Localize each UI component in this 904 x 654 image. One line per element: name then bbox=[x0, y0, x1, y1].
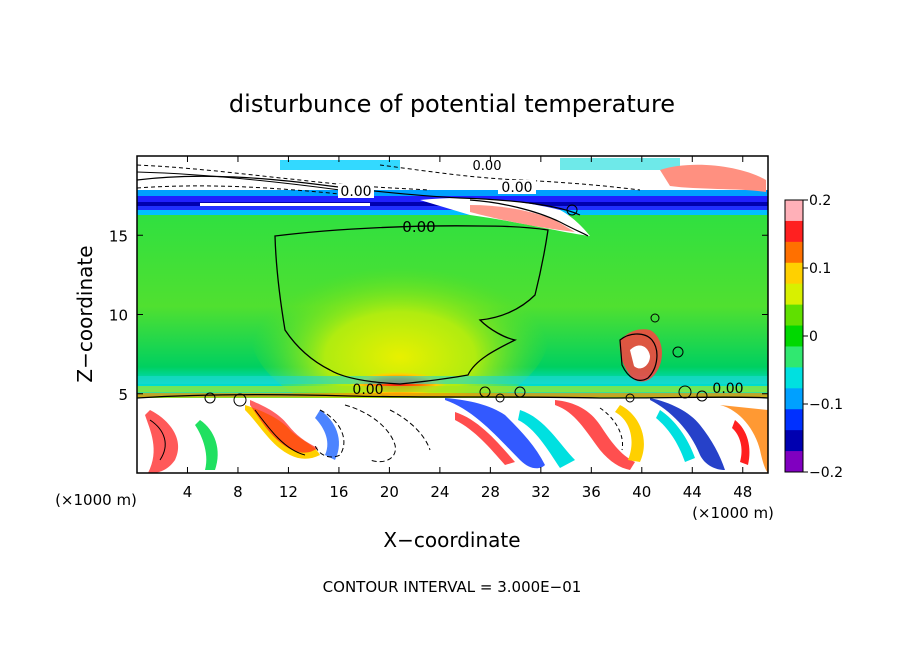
x-tick-label: 32 bbox=[531, 483, 550, 501]
colorbar-swatch bbox=[785, 241, 803, 264]
colorbar-swatch bbox=[785, 367, 803, 389]
zero-contour bbox=[274, 225, 549, 385]
x-tick-label: 4 bbox=[183, 483, 193, 501]
y-axis: 5 10 15 bbox=[109, 227, 768, 404]
contour-interval-note: CONTOUR INTERVAL = 3.000E−01 bbox=[323, 578, 582, 596]
contour-label: 0.00 bbox=[340, 184, 371, 200]
x-tick-label: 40 bbox=[632, 483, 651, 501]
contour-label: 0.00 bbox=[352, 382, 383, 398]
x-axis: 4 8 12 16 20 24 28 32 36 40 44 48 bbox=[183, 156, 752, 501]
contour-label: 0.00 bbox=[501, 180, 532, 196]
colorbar-swatch bbox=[785, 325, 803, 347]
x-tick-label: 20 bbox=[380, 483, 399, 501]
colorbar-swatch bbox=[785, 304, 803, 327]
x-tick-label: 8 bbox=[233, 483, 243, 501]
colorbar-tick-label: 0.1 bbox=[809, 261, 831, 277]
contour-label: 0.00 bbox=[402, 218, 435, 236]
x-tick-label: 48 bbox=[733, 483, 752, 501]
colorbar-swatch bbox=[785, 220, 803, 243]
tropopause-band bbox=[137, 190, 768, 196]
colorbar-tick-label: 0.2 bbox=[809, 193, 831, 209]
colorbar-swatch bbox=[785, 200, 803, 222]
x-tick-label: 44 bbox=[683, 483, 702, 501]
x-tick-label: 24 bbox=[430, 483, 449, 501]
x-unit-left: (×1000 m) bbox=[55, 491, 137, 509]
warm-region bbox=[250, 240, 550, 420]
plot-area bbox=[137, 156, 768, 473]
colorbar-swatch bbox=[785, 346, 803, 368]
colorbar-swatch bbox=[785, 262, 803, 285]
chart-title: disturbunce of potential temperature bbox=[229, 90, 675, 118]
colorbar-tick-label: 0 bbox=[809, 329, 818, 345]
x-tick-label: 36 bbox=[582, 483, 601, 501]
colorbar-swatch bbox=[785, 451, 803, 473]
y-tick-label: 10 bbox=[109, 307, 128, 325]
y-tick-label: 5 bbox=[118, 386, 128, 404]
x-tick-label: 28 bbox=[481, 483, 500, 501]
colorbar-tick-label: −0.1 bbox=[809, 397, 843, 413]
contour-label: 0.00 bbox=[712, 381, 743, 397]
turbulent-layer bbox=[137, 398, 768, 473]
x-tick-label: 12 bbox=[279, 483, 298, 501]
x-tick-label: 16 bbox=[329, 483, 348, 501]
colorbar: 0.2 0.1 0 −0.1 −0.2 bbox=[784, 193, 843, 481]
x-axis-label: X−coordinate bbox=[383, 528, 520, 552]
y-axis-label: Z−coordinate bbox=[73, 245, 97, 382]
contour-label: 0.00 bbox=[473, 159, 502, 174]
contour-labels: 0.00 0.00 0.00 0.00 0.00 0.00 bbox=[338, 159, 744, 398]
colorbar-swatch bbox=[785, 388, 803, 410]
colorbar-tick-label: −0.2 bbox=[809, 465, 843, 481]
x-unit-right: (×1000 m) bbox=[692, 504, 774, 522]
colorbar-swatch bbox=[785, 409, 803, 431]
y-tick-label: 15 bbox=[109, 227, 128, 245]
colorbar-swatch bbox=[785, 283, 803, 306]
colorbar-swatch bbox=[785, 430, 803, 452]
